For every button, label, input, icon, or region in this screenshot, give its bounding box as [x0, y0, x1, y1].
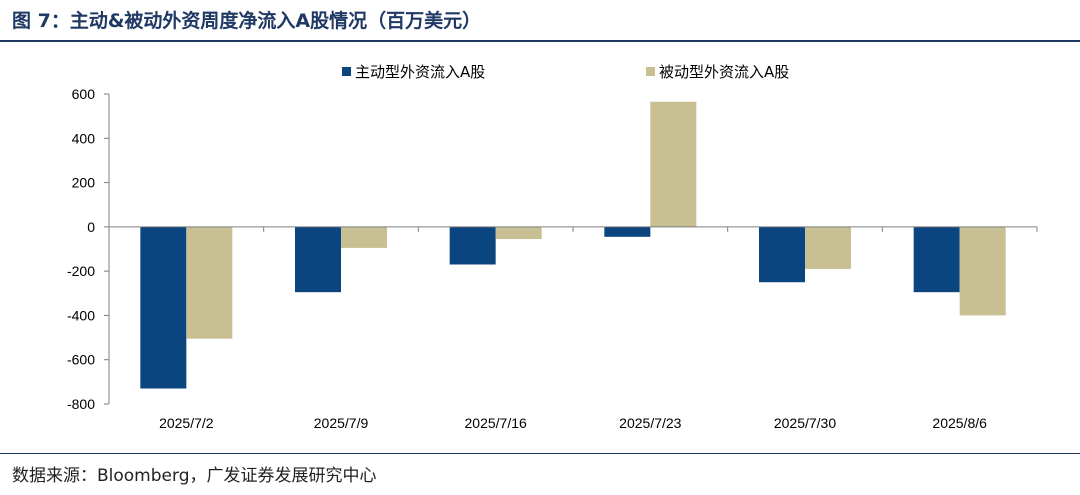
- y-tick-label: -400: [67, 307, 95, 323]
- top-divider: [0, 40, 1080, 42]
- bar-passive-0: [186, 226, 233, 339]
- source-note: 数据来源：Bloomberg，广发证券发展研究中心: [12, 466, 377, 486]
- x-tick-label: 2025/7/2: [159, 415, 214, 431]
- chart-bars: [140, 101, 1006, 389]
- legend-label: 被动型外资流入A股: [659, 63, 789, 81]
- x-tick-label: 2025/7/9: [314, 415, 369, 431]
- x-tick-label: 2025/7/23: [619, 415, 681, 431]
- legend-swatch: [342, 67, 351, 76]
- bar-chart: 主动型外资流入A股 被动型外资流入A股 600 400 200 0 -200 -400 -60…: [67, 63, 1038, 431]
- bar-passive-2: [495, 226, 542, 240]
- bar-active-0: [140, 226, 187, 389]
- x-tick-label: 2025/8/6: [932, 415, 987, 431]
- y-tick-label: 600: [72, 86, 96, 102]
- bar-passive-1: [341, 226, 387, 248]
- bar-passive-5: [959, 226, 1006, 316]
- figure-title: 图 7：主动&被动外资周度净流入A股情况（百万美元）: [12, 10, 482, 32]
- bar-passive-3: [650, 101, 697, 227]
- chart-axes: [104, 93, 1038, 405]
- bar-passive-4: [805, 226, 851, 269]
- y-tick-labels: 600 400 200 0 -200 -400 -600 -800: [67, 86, 95, 412]
- x-tick-label: 2025/7/30: [774, 415, 836, 431]
- y-tick-label: -600: [67, 352, 95, 368]
- y-tick-label: -800: [67, 396, 95, 412]
- legend-label: 主动型外资流入A股: [355, 63, 485, 81]
- y-tick-label: -200: [67, 263, 95, 279]
- y-tick-label: 400: [72, 130, 96, 146]
- chart-legend: 主动型外资流入A股 被动型外资流入A股: [342, 63, 789, 81]
- y-tick-label: 200: [72, 175, 96, 191]
- x-tick-label: 2025/7/16: [465, 415, 527, 431]
- x-tick-labels: 2025/7/2 2025/7/9 2025/7/16 2025/7/23 2025/7…: [159, 415, 987, 431]
- bar-active-4: [759, 226, 805, 283]
- bar-active-1: [295, 226, 341, 293]
- bar-active-3: [604, 226, 651, 237]
- bar-active-5: [913, 226, 960, 293]
- bar-active-2: [449, 226, 496, 265]
- bottom-divider: [0, 453, 1080, 454]
- y-tick-label: 0: [87, 219, 95, 235]
- legend-swatch: [646, 67, 655, 76]
- legend-item-active: 主动型外资流入A股: [342, 63, 485, 81]
- legend-item-passive: 被动型外资流入A股: [646, 63, 789, 81]
